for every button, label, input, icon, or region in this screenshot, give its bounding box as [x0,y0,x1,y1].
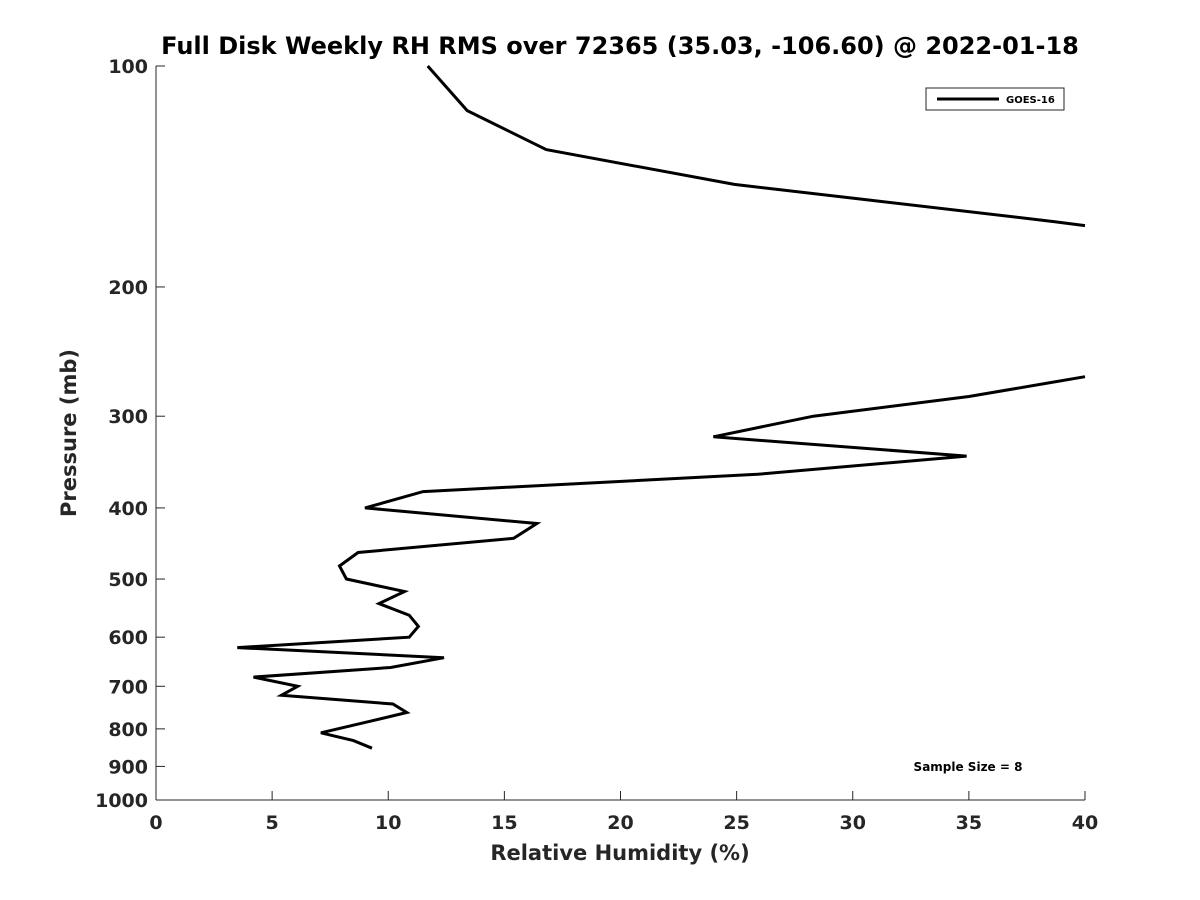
y-axis-ticks: 100 200 300 400 500 600 700 800 900 1000 [95,56,165,812]
x-tick-label: 10 [375,812,401,834]
series-line-goes16-segment-2 [237,375,1086,750]
legend-label-goes16: GOES-16 [1006,95,1055,106]
y-tick-label: 1000 [95,790,148,812]
x-tick-label: 40 [1072,812,1098,834]
y-tick-label: 800 [108,719,148,741]
y-tick-label: 100 [108,56,148,78]
x-axis-ticks: 0 5 10 15 20 25 30 35 40 [149,791,1098,834]
sample-size-annotation: Sample Size = 8 [914,760,1023,774]
x-tick-label: 5 [266,812,279,834]
y-tick-label: 500 [108,569,148,591]
x-tick-label: 25 [723,812,749,834]
x-axis-label: Relative Humidity (%) [490,841,749,865]
y-tick-label: 700 [108,676,148,698]
y-tick-label: 200 [108,277,148,299]
chart-title: Full Disk Weekly RH RMS over 72365 (35.0… [161,32,1079,60]
x-tick-label: 35 [956,812,982,834]
y-tick-label: 900 [108,756,148,778]
y-tick-label: 600 [108,627,148,649]
x-tick-label: 20 [607,812,633,834]
y-tick-label: 400 [108,498,148,520]
x-tick-label: 15 [491,812,517,834]
y-axis-label: Pressure (mb) [57,349,81,517]
legend: GOES-16 [925,87,1065,111]
series-layer [237,65,1086,750]
x-tick-label: 30 [840,812,866,834]
plot-area [155,66,1085,801]
y-tick-label: 300 [108,406,148,428]
x-tick-label: 0 [149,812,162,834]
series-line-goes16-segment-1 [426,65,1086,228]
